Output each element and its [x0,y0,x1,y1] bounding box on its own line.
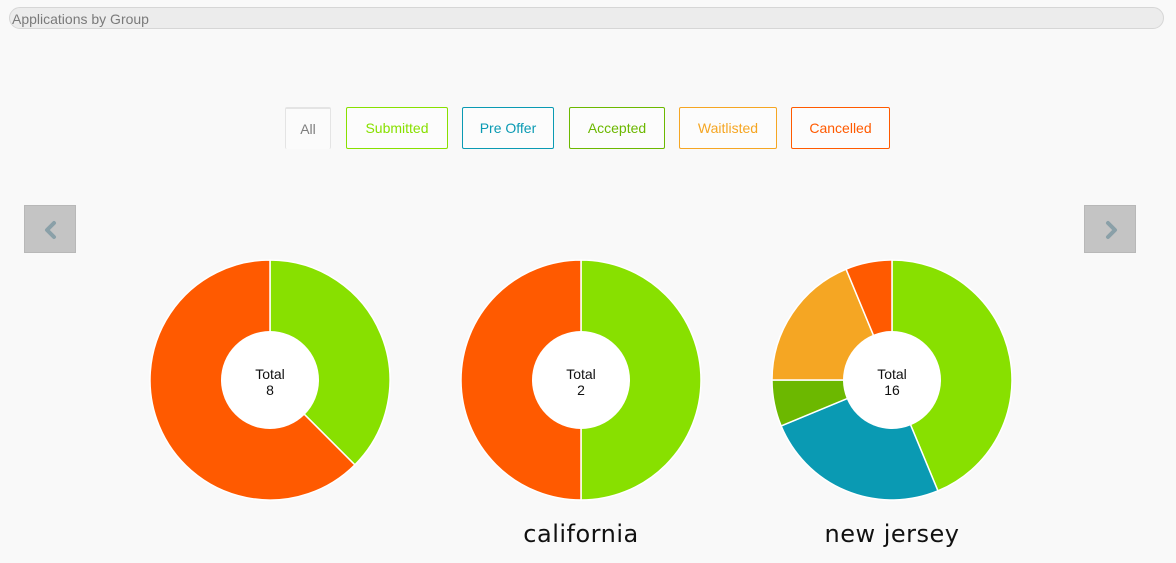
pie-slice-submitted[interactable] [580,259,702,501]
next-page-button[interactable] [1084,205,1136,253]
pie-slice-submitted[interactable] [269,259,391,466]
group-name: california [523,520,639,548]
pie-slice-submitted[interactable] [891,259,1013,492]
filter-pre-offer-button[interactable]: Pre Offer [462,107,554,149]
filter-waitlisted-button[interactable]: Waitlisted [679,107,777,149]
donut-chart-california: Total 2 california [459,258,703,548]
pie-slice-cancelled[interactable] [460,259,582,501]
group-name: new jersey [824,520,960,548]
donut-hole [221,331,319,429]
filter-accepted-button[interactable]: Accepted [569,107,665,149]
panel-title: Applications by Group [12,11,149,27]
chevron-left-icon [45,221,56,239]
donut-chart [149,259,391,501]
status-filter-bar: All Submitted Pre Offer Accepted Waitlis… [0,107,1176,151]
filter-cancelled-button[interactable]: Cancelled [791,107,890,149]
donut-hole [532,331,630,429]
donut-chart-new-jersey: Total 16 new jersey [770,258,1014,548]
filter-all-button[interactable]: All [285,107,331,149]
donut-hole [843,331,941,429]
donut-chart [771,259,1013,501]
chevron-right-icon [1106,221,1117,239]
donut-chart [460,259,702,501]
title-bar: Applications by Group [9,7,1164,29]
filter-submitted-button[interactable]: Submitted [346,107,448,149]
donut-chart-group-1: Total 8 [148,258,392,502]
previous-page-button[interactable] [24,205,76,253]
